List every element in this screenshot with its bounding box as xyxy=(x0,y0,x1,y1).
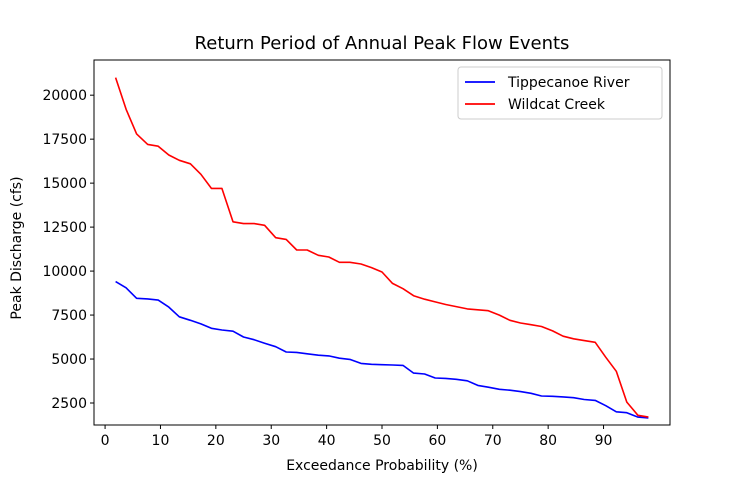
y-tick-label: 12500 xyxy=(42,220,87,236)
y-axis-title: Peak Discharge (cfs) xyxy=(9,176,25,319)
x-tick-label: 20 xyxy=(207,433,225,449)
plot-area: 0 10 20 30 40 50 60 70 80 90 2500 5000 7500 10000 1250… xyxy=(42,59,671,449)
chart-title: Return Period of Annual Peak Flow Events xyxy=(195,33,570,54)
x-tick-label: 70 xyxy=(484,433,502,449)
x-tick-label: 10 xyxy=(152,433,170,449)
x-tick-label: 50 xyxy=(373,433,391,449)
legend-box xyxy=(457,66,663,120)
series-line-wildcat-creek xyxy=(114,77,649,418)
x-tick-label: 40 xyxy=(318,433,336,449)
legend-label: Tippecanoe River xyxy=(507,75,630,91)
y-tick-label: 7500 xyxy=(51,308,87,324)
x-tick-label: 0 xyxy=(101,433,110,449)
series-line-tippecanoe-river xyxy=(115,280,649,419)
y-tick-label: 15000 xyxy=(42,176,87,192)
legend: Tippecanoe River Wildcat Creek xyxy=(457,66,663,120)
legend-label: Wildcat Creek xyxy=(508,97,606,113)
y-tick-label: 17500 xyxy=(42,132,87,148)
y-tick-label: 2500 xyxy=(51,396,87,412)
x-tick-label: 30 xyxy=(262,433,280,449)
y-tick-label: 10000 xyxy=(42,264,87,280)
x-tick-label: 80 xyxy=(539,433,557,449)
x-axis-title: Exceedance Probability (%) xyxy=(286,458,478,474)
x-tick-label: 90 xyxy=(595,433,613,449)
y-tick-label: 20000 xyxy=(42,88,87,104)
x-tick-label: 60 xyxy=(428,433,446,449)
y-tick-label: 5000 xyxy=(51,352,87,368)
